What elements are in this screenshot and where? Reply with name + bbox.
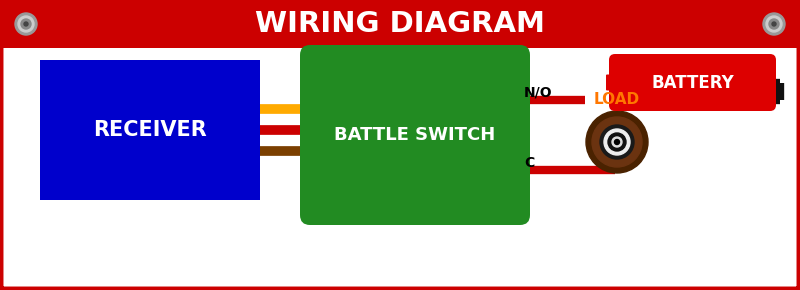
- Circle shape: [586, 111, 648, 173]
- Text: LOAD: LOAD: [594, 93, 640, 108]
- Circle shape: [18, 16, 34, 32]
- Circle shape: [769, 19, 779, 29]
- Circle shape: [21, 19, 31, 29]
- FancyBboxPatch shape: [0, 0, 800, 48]
- Circle shape: [604, 129, 630, 155]
- Circle shape: [608, 133, 626, 151]
- FancyBboxPatch shape: [40, 60, 260, 200]
- FancyBboxPatch shape: [300, 45, 530, 225]
- Text: WIRING DIAGRAM: WIRING DIAGRAM: [255, 10, 545, 38]
- Circle shape: [24, 22, 28, 26]
- Circle shape: [614, 139, 619, 144]
- Circle shape: [766, 16, 782, 32]
- Text: C: C: [524, 156, 534, 170]
- Circle shape: [763, 13, 785, 35]
- Circle shape: [592, 117, 642, 167]
- Text: N/O: N/O: [524, 86, 553, 100]
- FancyBboxPatch shape: [606, 75, 616, 90]
- FancyBboxPatch shape: [609, 54, 776, 111]
- Text: BATTLE SWITCH: BATTLE SWITCH: [334, 126, 496, 144]
- Circle shape: [15, 13, 37, 35]
- Text: BATTERY: BATTERY: [651, 73, 734, 92]
- Circle shape: [772, 22, 776, 26]
- Text: RECEIVER: RECEIVER: [93, 120, 207, 140]
- Circle shape: [612, 137, 622, 147]
- Circle shape: [600, 125, 634, 159]
